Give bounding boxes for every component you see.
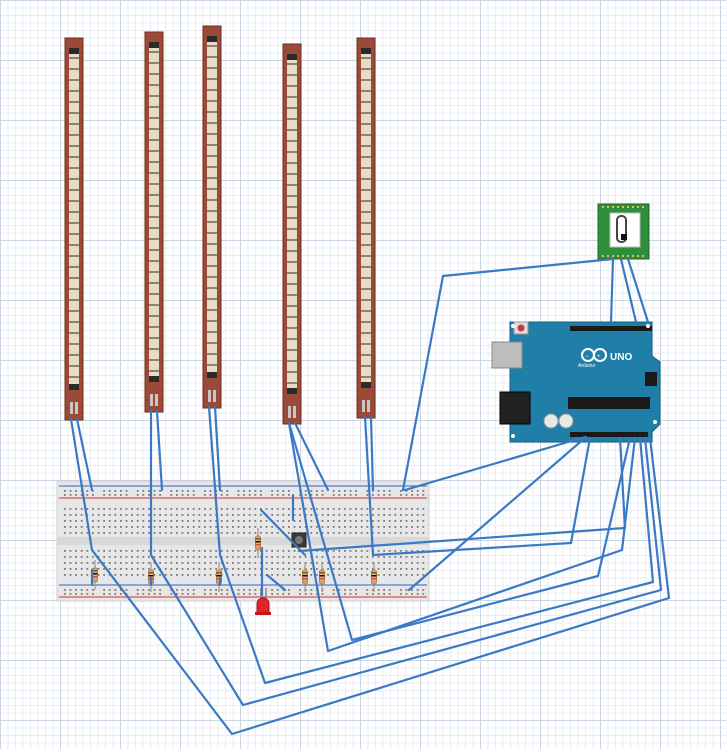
- flex-sensor: [202, 25, 222, 409]
- wire: [207, 405, 655, 685]
- usb-port: [491, 341, 523, 369]
- board-brand-text: Arduino: [578, 363, 595, 369]
- wire: [149, 409, 663, 707]
- wire: [155, 409, 164, 492]
- wire: [69, 417, 671, 736]
- wire: [403, 435, 587, 492]
- wire: [297, 436, 627, 553]
- wire: [213, 405, 222, 492]
- board-logo-text: UNO: [610, 352, 632, 363]
- push-button: [291, 532, 307, 548]
- wire: [293, 421, 330, 492]
- resistor: [371, 562, 377, 592]
- power-jack: [499, 391, 531, 425]
- wire: [287, 421, 632, 642]
- resistor: [302, 562, 308, 592]
- svg-text:+: +: [597, 354, 601, 360]
- svg-text:−: −: [585, 354, 589, 360]
- bluetooth-module-pins: [602, 206, 644, 257]
- wire: [265, 573, 287, 592]
- wire: [609, 257, 615, 324]
- wires: [69, 257, 671, 736]
- wire: [626, 257, 650, 324]
- wire: [75, 417, 94, 492]
- wire: [259, 508, 307, 557]
- resistor: [319, 562, 325, 592]
- flex-sensor: [144, 31, 164, 413]
- arduino-uno-board: − + UNO Arduino: [491, 321, 661, 443]
- wire: [407, 435, 588, 592]
- flex-sensor: [356, 37, 376, 419]
- resistor: [255, 528, 261, 558]
- wire: [369, 415, 375, 492]
- breadboard: [56, 480, 430, 602]
- flex-sensor: [64, 37, 84, 421]
- wire: [287, 421, 637, 653]
- reset-button: [517, 324, 525, 332]
- wire: [363, 415, 592, 557]
- bluetooth-module: [597, 203, 650, 260]
- wire: [619, 257, 638, 324]
- flex-sensor: [282, 43, 302, 425]
- flex-sensors: [64, 25, 376, 425]
- wire: [401, 257, 615, 492]
